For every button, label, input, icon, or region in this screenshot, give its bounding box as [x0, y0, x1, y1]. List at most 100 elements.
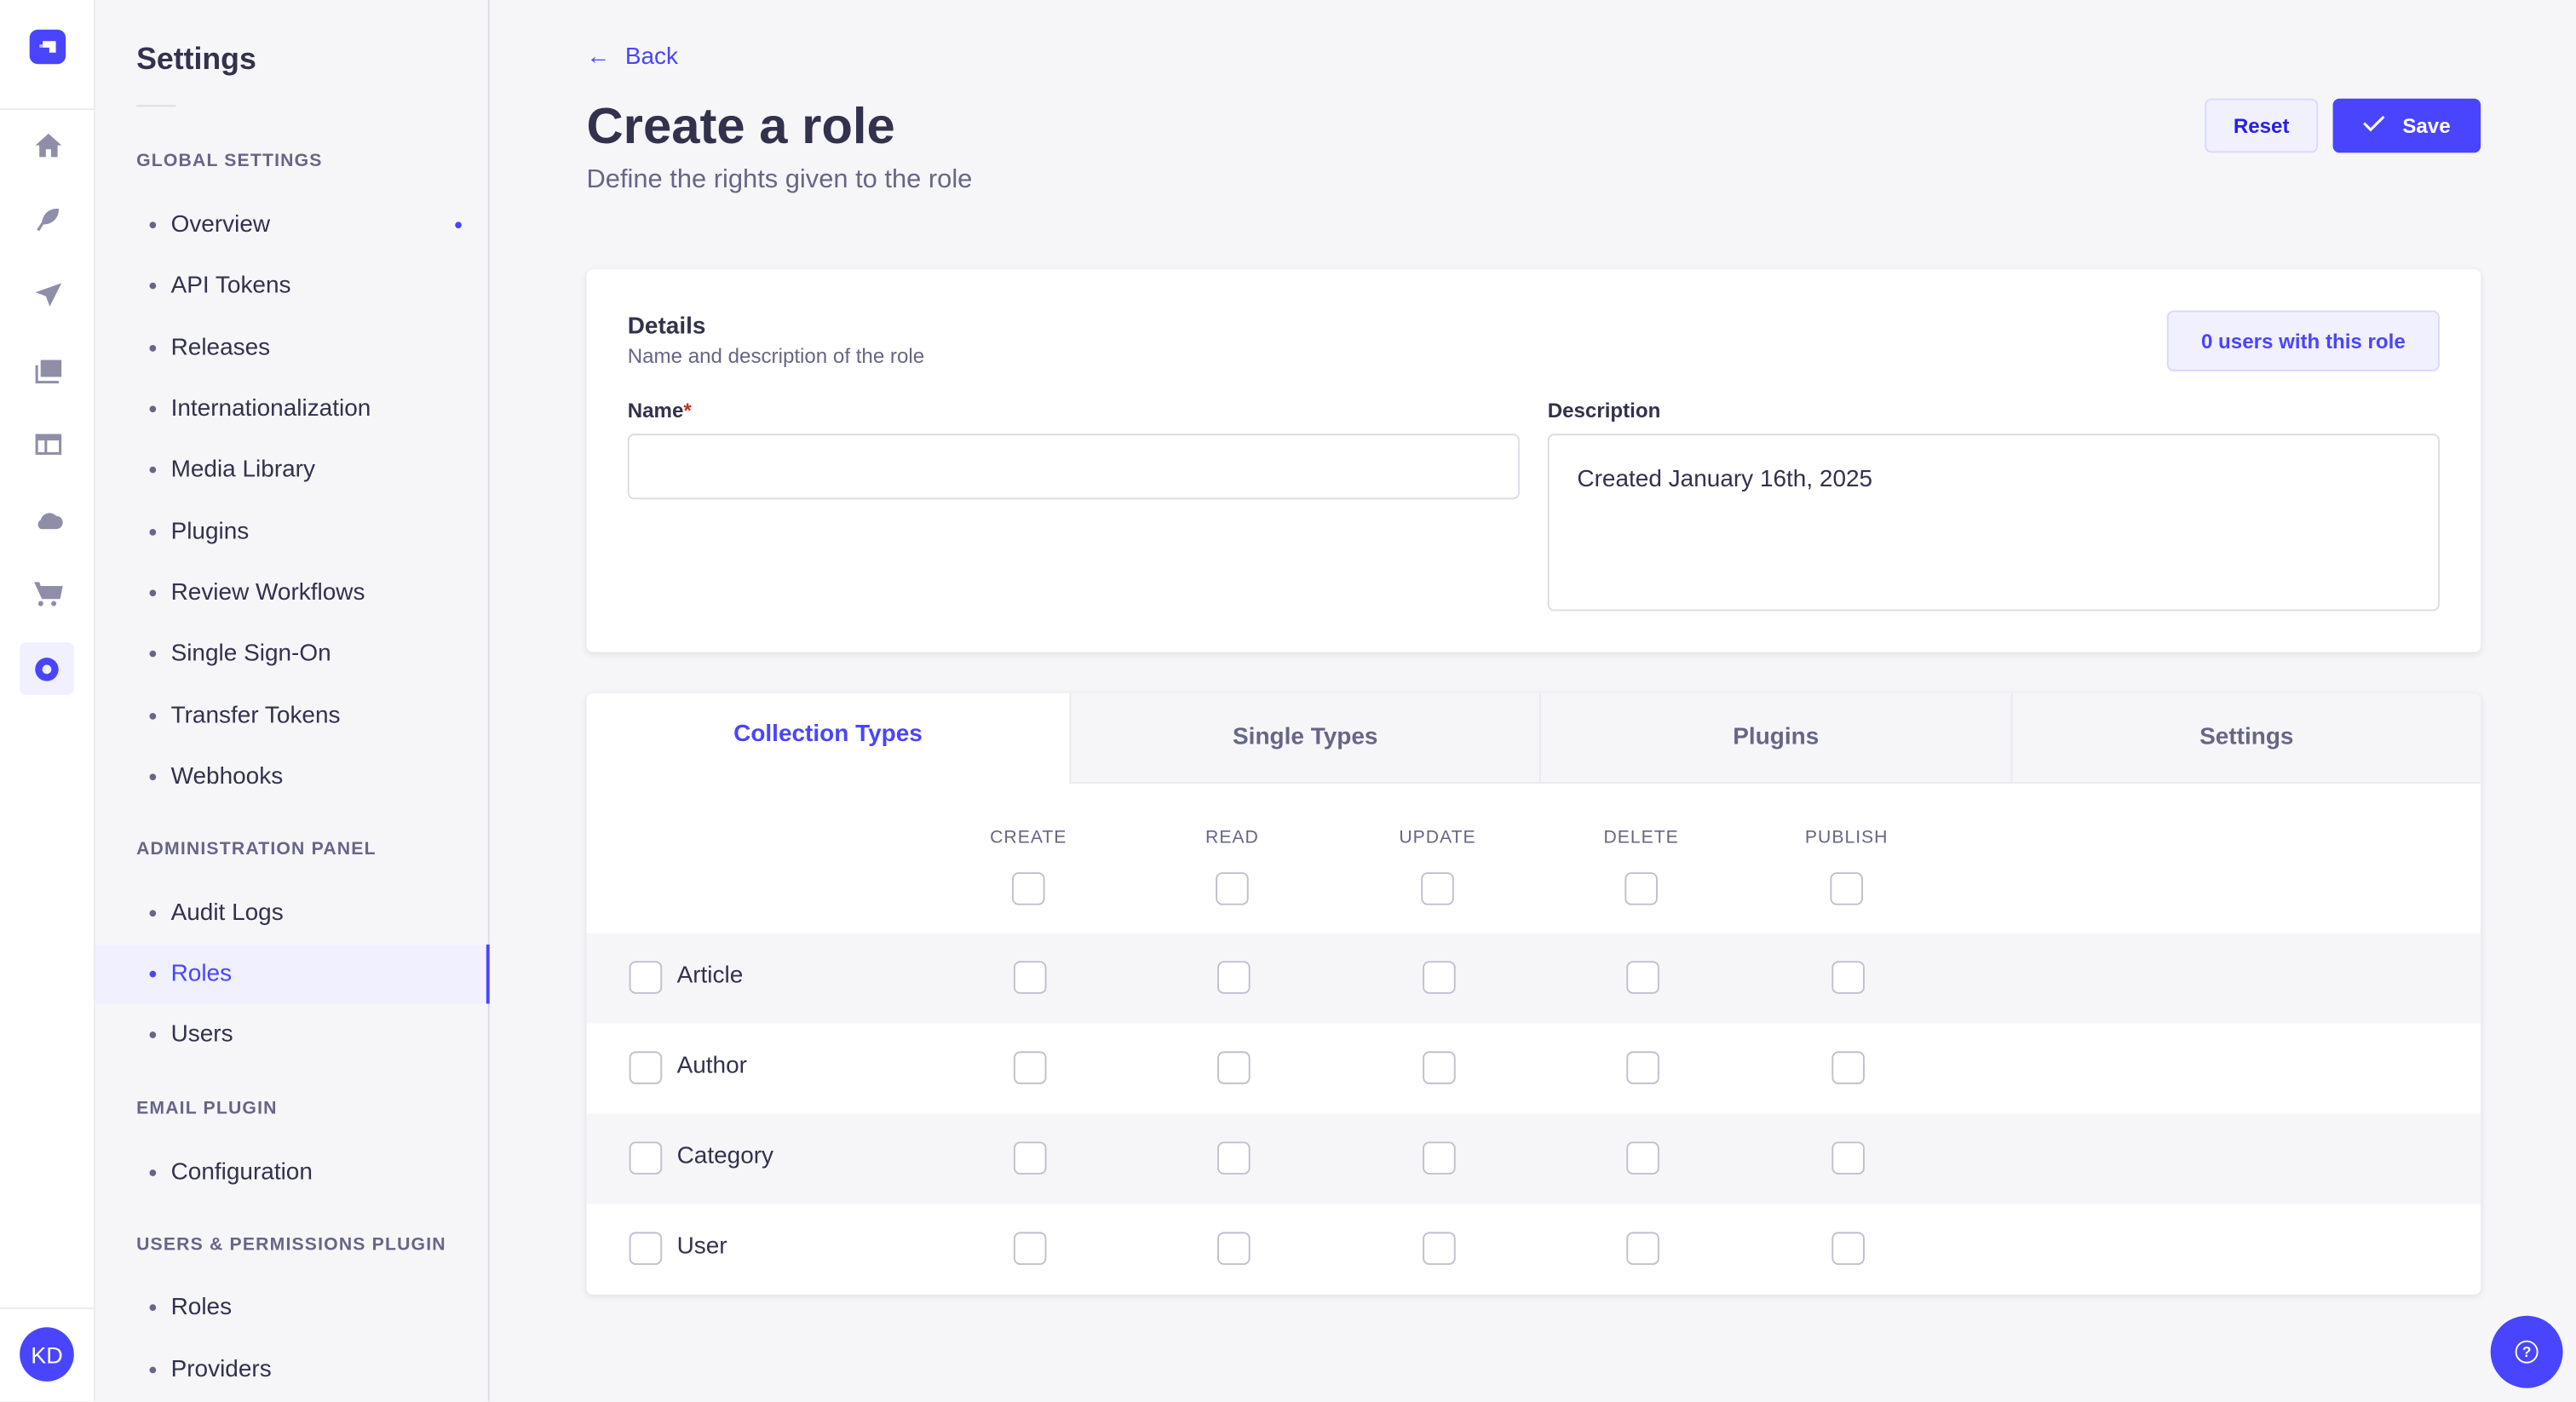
help-button[interactable]: ? [2490, 1315, 2563, 1388]
permission-create-checkbox[interactable] [1013, 1141, 1047, 1175]
permission-publish-checkbox[interactable] [1831, 1051, 1865, 1084]
nav-webhooks[interactable]: Webhooks [95, 747, 490, 806]
name-input[interactable] [627, 434, 1520, 500]
nav-transfer-tokens[interactable]: Transfer Tokens [95, 687, 490, 745]
tab-plugins[interactable]: Plugins [1539, 692, 2011, 784]
section-administration-panel: ADMINISTRATION PANEL [136, 839, 377, 859]
permission-row: Article [586, 933, 2481, 1024]
cloud-icon[interactable] [28, 499, 67, 538]
save-button[interactable]: Save [2332, 98, 2481, 153]
permission-update-checkbox[interactable] [1423, 1141, 1456, 1175]
check-icon [2363, 113, 2386, 138]
nav-audit-logs[interactable]: Audit Logs [95, 884, 490, 943]
permission-publish-checkbox[interactable] [1831, 961, 1865, 994]
back-label: Back [624, 44, 679, 71]
permission-publish-checkbox[interactable] [1831, 1141, 1865, 1175]
layout-icon[interactable] [28, 424, 67, 463]
permission-read-checkbox[interactable] [1217, 1232, 1251, 1265]
select-all-create-checkbox[interactable] [1011, 872, 1045, 905]
column-create: CREATE [990, 827, 1067, 848]
permission-update-checkbox[interactable] [1423, 1051, 1456, 1084]
nav-internationalization[interactable]: Internationalization [95, 379, 490, 438]
avatar[interactable]: KD [20, 1327, 74, 1382]
divider [136, 105, 176, 107]
paper-plane-icon[interactable] [28, 274, 67, 313]
row-label[interactable]: Author [676, 1053, 747, 1080]
users-count-badge[interactable]: 0 users with this role [2166, 310, 2440, 371]
settings-subnav: Settings GLOBAL SETTINGS Overview API To… [95, 0, 490, 1402]
select-all-update-checkbox[interactable] [1421, 872, 1454, 905]
description-textarea[interactable]: Created January 16th, 2025 [1547, 434, 2440, 612]
nav-configuration[interactable]: Configuration [95, 1143, 490, 1202]
column-publish: PUBLISH [1804, 827, 1889, 848]
reset-button[interactable]: Reset [2205, 98, 2319, 153]
nav-plugins[interactable]: Plugins [95, 503, 490, 561]
nav-media-library[interactable]: Media Library [95, 440, 490, 499]
section-email-plugin: EMAIL PLUGIN [136, 1099, 278, 1119]
permission-row: Author [586, 1023, 2481, 1114]
row-select-checkbox[interactable] [629, 1051, 663, 1084]
permission-read-checkbox[interactable] [1217, 1141, 1251, 1175]
arrow-left-icon: ← [586, 44, 611, 71]
divider [0, 108, 94, 111]
nav-api-tokens[interactable]: API Tokens [95, 256, 490, 315]
column-delete: DELETE [1603, 827, 1679, 848]
select-all-delete-checkbox[interactable] [1624, 872, 1658, 905]
nav-roles[interactable]: Roles [95, 944, 490, 1004]
tab-settings[interactable]: Settings [2010, 692, 2481, 784]
row-select-checkbox[interactable] [629, 1232, 663, 1265]
settings-nav-button[interactable] [20, 642, 74, 695]
back-link[interactable]: ← Back [586, 44, 678, 71]
permission-create-checkbox[interactable] [1013, 1232, 1047, 1265]
cart-icon[interactable] [28, 573, 67, 612]
nav-overview[interactable]: Overview [95, 195, 490, 254]
permission-create-checkbox[interactable] [1013, 1051, 1047, 1084]
permission-delete-checkbox[interactable] [1626, 961, 1659, 994]
nav-single-sign-on[interactable]: Single Sign-On [95, 624, 490, 683]
images-icon[interactable] [28, 350, 67, 389]
nav-users[interactable]: Users [95, 1005, 490, 1064]
subnav-title: Settings [136, 41, 256, 76]
new-indicator-dot [455, 221, 462, 229]
permission-update-checkbox[interactable] [1423, 1232, 1456, 1265]
permission-delete-checkbox[interactable] [1626, 1232, 1659, 1265]
nav-providers[interactable]: Providers [95, 1341, 490, 1399]
nav-review-workflows[interactable]: Review Workflows [95, 563, 490, 622]
details-card: Details Name and description of the role… [586, 269, 2481, 652]
name-label: Name* [627, 399, 692, 422]
column-update: UPDATE [1399, 827, 1476, 848]
save-label: Save [2402, 114, 2451, 138]
row-select-checkbox[interactable] [629, 1141, 663, 1175]
nav-releases[interactable]: Releases [95, 319, 490, 377]
row-select-checkbox[interactable] [629, 961, 663, 994]
row-label[interactable]: Article [676, 962, 744, 989]
feather-icon[interactable] [28, 198, 67, 238]
nav-up-roles[interactable]: Roles [95, 1278, 490, 1336]
section-users-permissions-plugin: USERS & PERMISSIONS PLUGIN [136, 1235, 446, 1255]
nav-label: Overview [170, 211, 271, 238]
permission-update-checkbox[interactable] [1423, 961, 1456, 994]
permission-delete-checkbox[interactable] [1626, 1051, 1659, 1084]
tab-collection-types[interactable]: Collection Types [586, 692, 1070, 776]
row-label[interactable]: Category [676, 1143, 774, 1170]
permission-row: User [586, 1204, 2481, 1295]
permission-create-checkbox[interactable] [1013, 961, 1047, 994]
row-label[interactable]: User [676, 1233, 727, 1261]
home-icon[interactable] [28, 125, 67, 164]
permission-read-checkbox[interactable] [1217, 1051, 1251, 1084]
permission-delete-checkbox[interactable] [1626, 1141, 1659, 1175]
permission-publish-checkbox[interactable] [1831, 1232, 1865, 1265]
tab-single-types[interactable]: Single Types [1069, 692, 1540, 784]
details-title: Details [627, 313, 706, 341]
permission-read-checkbox[interactable] [1217, 961, 1251, 994]
required-mark: * [683, 399, 692, 422]
question-icon: ? [2515, 1340, 2539, 1364]
logo-icon[interactable] [29, 29, 66, 65]
section-global-settings: GLOBAL SETTINGS [136, 151, 323, 171]
page-subtitle: Define the rights given to the role [586, 165, 973, 194]
select-all-read-checkbox[interactable] [1216, 872, 1249, 905]
description-label: Description [1547, 399, 1661, 422]
select-all-publish-checkbox[interactable] [1830, 872, 1863, 905]
permissions-card: Collection Types Single Types Plugins Se… [586, 692, 2481, 1295]
details-subtitle: Name and description of the role [627, 344, 925, 368]
